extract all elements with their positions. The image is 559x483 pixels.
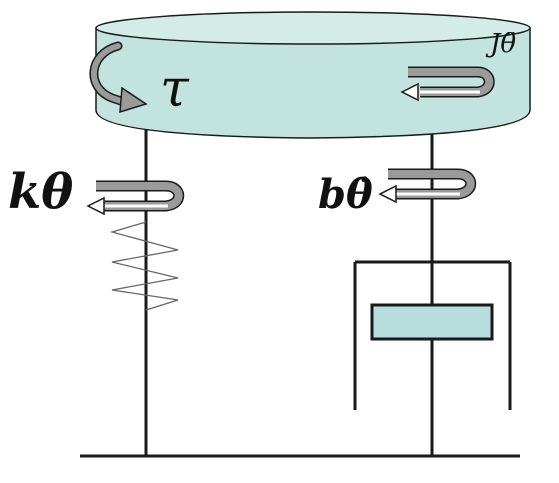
spring-label: kθ <box>8 164 73 220</box>
spring-arrow-icon <box>86 180 185 216</box>
damper-cylinder <box>353 260 512 410</box>
damper-label: bθ̇ <box>318 171 373 218</box>
torque-arrow-icon <box>89 41 148 114</box>
inertia-disc <box>95 11 531 139</box>
damper-arrow-icon <box>378 168 477 204</box>
inertia-label: Jθ̈ <box>485 29 516 59</box>
inertia-arrow-icon <box>400 66 495 102</box>
torsion-spring <box>109 221 179 311</box>
damper-piston <box>370 303 494 341</box>
torque-label: τ <box>160 59 190 119</box>
